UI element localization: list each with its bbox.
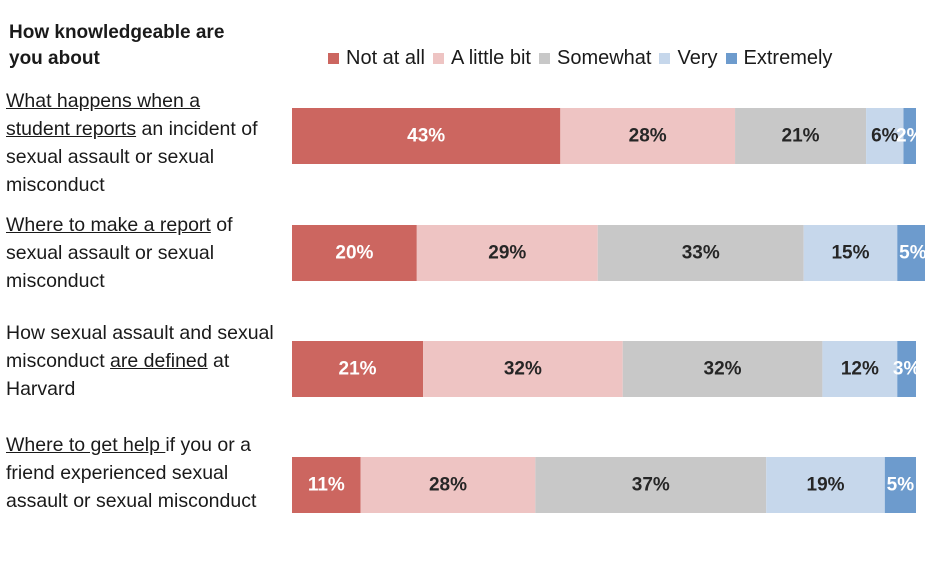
data-label: 33% xyxy=(682,243,720,264)
data-label: 20% xyxy=(335,243,373,264)
bar-segment xyxy=(292,341,424,397)
bar-segment xyxy=(735,108,867,164)
data-label: 15% xyxy=(831,243,869,264)
legend-swatch xyxy=(432,52,444,64)
data-label: 19% xyxy=(807,475,845,496)
bar-segment xyxy=(292,108,561,164)
data-label: 28% xyxy=(629,126,667,147)
data-label: 28% xyxy=(429,475,467,496)
bar-segment xyxy=(766,457,885,513)
data-label: 6% xyxy=(871,126,899,147)
data-label: 11% xyxy=(308,475,345,496)
legend-swatch xyxy=(538,52,550,64)
bar-segment xyxy=(423,341,623,397)
data-label: 3% xyxy=(893,359,921,380)
legend-label: Extremely xyxy=(743,46,833,69)
legend-swatch xyxy=(725,52,737,64)
category-label-0: What happens when a student reports an in… xyxy=(6,90,258,196)
legend-label: Very xyxy=(677,46,718,69)
data-label: 32% xyxy=(704,359,742,380)
bar-segment xyxy=(292,457,361,513)
bar-segment xyxy=(416,225,598,281)
bar-segment xyxy=(884,457,916,513)
chart-title: How knowledgeable are you about xyxy=(9,22,225,69)
data-label: 12% xyxy=(841,359,879,380)
legend-item-2: Somewhat xyxy=(538,46,652,70)
data-label: 32% xyxy=(504,359,542,380)
data-label: 43% xyxy=(407,126,445,147)
bar-segment xyxy=(803,225,898,281)
category-label-3: Where to get help if you or a friend exp… xyxy=(6,434,257,512)
bar-segment xyxy=(622,341,823,397)
legend-swatch xyxy=(328,52,339,64)
legend-item-1: A little bit xyxy=(432,46,531,70)
bar-segment xyxy=(897,341,916,397)
legend-label: Somewhat xyxy=(556,46,652,69)
category-label-2: How sexual assault and sexual misconduct… xyxy=(6,322,274,400)
data-label: 5% xyxy=(887,475,915,496)
bar-segment xyxy=(897,225,925,281)
data-label: 21% xyxy=(339,359,377,380)
legend-item-3: Very xyxy=(659,46,718,70)
category-label-1: Where to make a report of sexual assault… xyxy=(6,214,233,292)
data-label: 29% xyxy=(488,243,526,264)
legend-item-0: Not at all xyxy=(328,47,425,70)
bar-segment xyxy=(535,457,767,513)
bar-segment xyxy=(597,225,804,281)
bar-segment xyxy=(560,108,736,164)
bar-segment xyxy=(360,457,536,513)
bar-segment xyxy=(822,341,898,397)
data-label: 5% xyxy=(899,243,925,264)
legend-item-4: Extremely xyxy=(725,46,833,70)
data-label: 37% xyxy=(632,475,670,496)
bar-segment xyxy=(866,108,904,164)
data-label: 2% xyxy=(896,126,924,147)
legend-label: A little bit xyxy=(450,46,531,69)
data-label: 21% xyxy=(782,126,820,147)
legend-label: Not at all xyxy=(346,46,425,69)
bar-segment xyxy=(903,108,916,164)
bar-segment xyxy=(292,225,417,281)
legend-swatch xyxy=(659,52,671,64)
legend: Not at all A little bit Somewhat Very Extrem… xyxy=(328,44,840,72)
